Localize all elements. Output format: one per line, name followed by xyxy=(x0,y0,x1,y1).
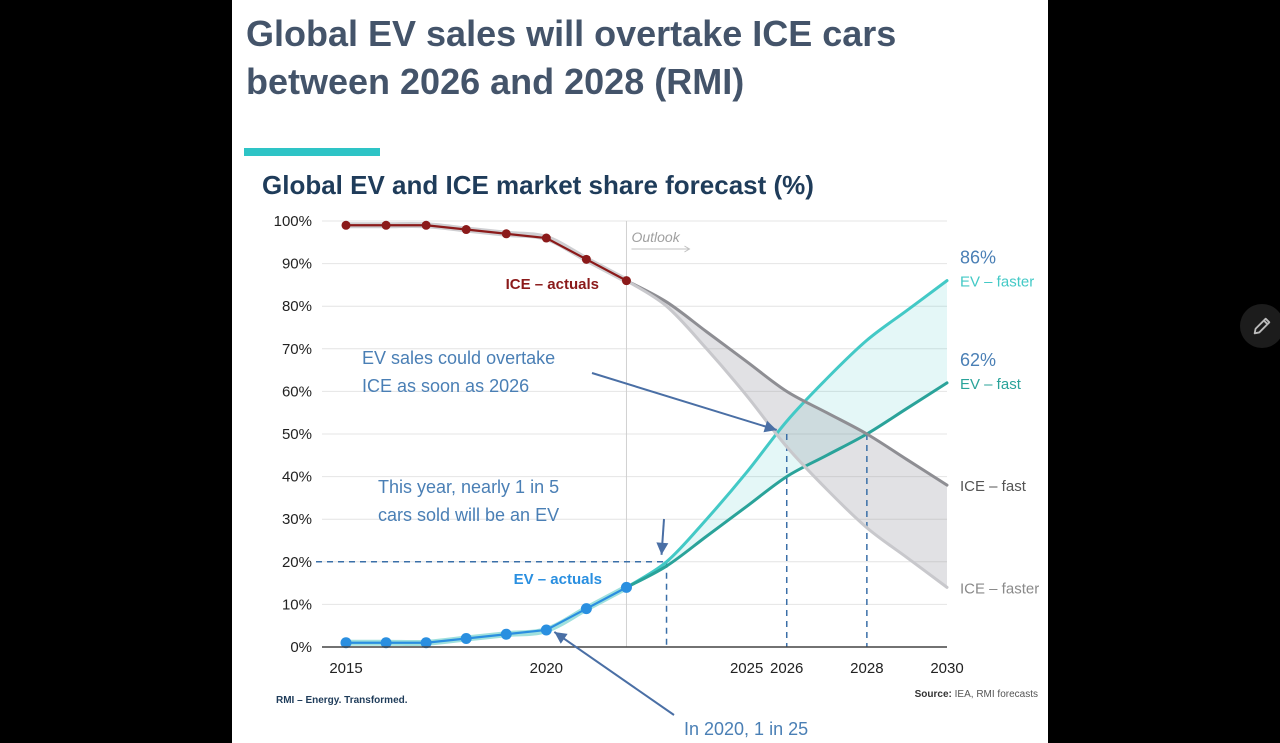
y-tick-label: 40% xyxy=(282,469,312,486)
series-label-ev-faster: EV – faster xyxy=(960,274,1034,291)
x-tick-label: 2020 xyxy=(530,660,563,677)
annotation-arrowhead xyxy=(554,631,568,644)
annotation-arrow xyxy=(553,631,675,716)
data-point-ev-actuals xyxy=(540,624,552,636)
chart-svg: 0% 10% 20% 30% 40% 50% 60% 70% 80% 90% 100% Outlook… xyxy=(274,213,1040,739)
outlook-arrowhead xyxy=(684,245,691,253)
data-point-ice-actuals xyxy=(381,220,391,230)
pen-button[interactable] xyxy=(1240,304,1280,348)
data-point-ev-actuals xyxy=(420,637,432,649)
y-tick-label: 50% xyxy=(282,426,312,443)
ice-actuals-trend xyxy=(343,221,630,284)
series-label-ev-fast: EV – fast xyxy=(960,376,1022,393)
brand-footer: RMI – Energy. Transformed. xyxy=(276,695,408,706)
series-line-ev-fast xyxy=(624,381,949,589)
chart-annotations: EV sales could overtake ICE as soon as 20… xyxy=(362,348,808,739)
series-line-ev-faster xyxy=(624,279,949,589)
source-prefix: Source: xyxy=(914,689,952,700)
chart-series xyxy=(344,224,949,644)
annotation-arrow xyxy=(591,372,778,431)
data-point-ev-actuals xyxy=(340,637,352,649)
series-line-ice-faster xyxy=(624,279,949,589)
annotation-text: ICE as soon as 2026 xyxy=(362,376,529,396)
y-tick-label: 70% xyxy=(282,341,312,358)
accent-bar xyxy=(244,148,380,156)
x-tick-label: 2028 xyxy=(850,660,883,677)
y-tick-label: 60% xyxy=(282,383,312,400)
annotation-text: EV sales could overtake xyxy=(362,348,555,368)
chart-reference-lines xyxy=(316,434,868,647)
data-point-ev-actuals xyxy=(620,581,632,593)
data-point-ev-actuals xyxy=(380,637,392,649)
data-point-ev-actuals xyxy=(580,603,592,615)
series-line-ice-actuals xyxy=(344,224,628,282)
x-tick-label: 2025 xyxy=(730,660,763,677)
slide: Global EV sales will overtake ICE cars b… xyxy=(232,0,1048,743)
end-value-ev-fast: 62% xyxy=(960,350,996,370)
data-point-ice-actuals xyxy=(581,254,591,264)
series-label-ev-actuals: EV – actuals xyxy=(514,571,602,588)
y-tick-label: 30% xyxy=(282,511,312,528)
series-line-ice-fast xyxy=(624,279,949,487)
source-text: IEA, RMI forecasts xyxy=(954,689,1038,700)
headline: Global EV sales will overtake ICE cars b… xyxy=(246,13,897,102)
annotation-text: cars sold will be an EV xyxy=(378,505,559,525)
chart-points xyxy=(340,220,632,649)
series-line-ev-actuals xyxy=(344,586,628,644)
annotation-text: In 2020, 1 in 25 xyxy=(684,719,808,739)
series-label-ice-faster: ICE – faster xyxy=(960,580,1039,597)
ev-actuals-trend xyxy=(343,584,630,647)
x-tick-label: 2026 xyxy=(770,660,803,677)
data-point-ice-actuals xyxy=(421,220,431,230)
y-tick-label: 80% xyxy=(282,298,312,315)
data-point-ice-actuals xyxy=(501,229,511,239)
x-tick-label: 2030 xyxy=(930,660,963,677)
y-tick-label: 0% xyxy=(290,639,312,656)
chart-axes: 2015 2020 2025 2026 2028 2030 xyxy=(322,646,964,677)
end-value-ev-faster: 86% xyxy=(960,248,996,268)
y-tick-label: 20% xyxy=(282,554,312,571)
data-point-ev-actuals xyxy=(500,628,512,640)
data-point-ice-actuals xyxy=(541,233,551,243)
data-point-ice-actuals xyxy=(341,220,351,230)
x-tick-label: 2015 xyxy=(329,660,362,677)
source-note: Source: IEA, RMI forecasts xyxy=(915,689,1038,700)
data-point-ice-actuals xyxy=(461,225,471,235)
annotation-arrowhead xyxy=(656,542,669,555)
series-label-ice-fast: ICE – fast xyxy=(960,478,1027,495)
chart-title: Global EV and ICE market share forecast … xyxy=(262,170,814,200)
series-label-ice-actuals: ICE – actuals xyxy=(506,276,599,293)
pencil-icon xyxy=(1253,317,1271,335)
outlook-label: Outlook xyxy=(631,229,680,245)
data-point-ice-actuals xyxy=(621,276,631,286)
y-tick-label: 100% xyxy=(274,213,312,230)
annotation-arrowhead xyxy=(763,420,777,433)
annotation-text: This year, nearly 1 in 5 xyxy=(378,477,559,497)
y-tick-label: 90% xyxy=(282,256,312,273)
chart-labels: ICE – actuals EV – actuals EV – faster EV –… xyxy=(506,248,1040,598)
y-tick-label: 10% xyxy=(282,596,312,613)
data-point-ev-actuals xyxy=(460,632,472,644)
